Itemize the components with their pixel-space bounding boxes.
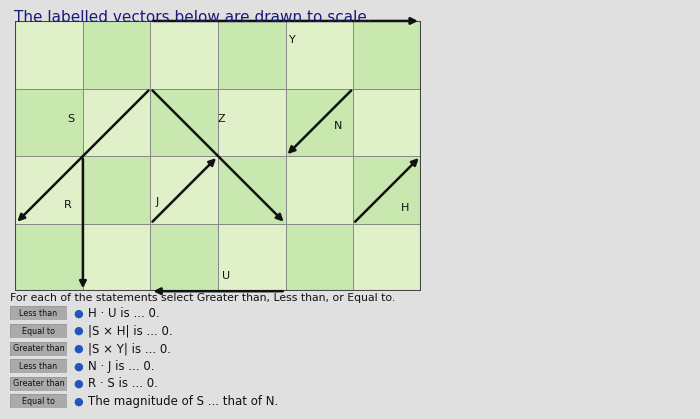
Text: U: U [222, 272, 230, 281]
Bar [15, 156, 83, 224]
Bar [15, 21, 83, 88]
Text: N: N [333, 121, 342, 131]
Bar [218, 21, 286, 88]
Bar [150, 156, 218, 224]
Bar [150, 88, 218, 156]
Text: Greater than: Greater than [13, 379, 64, 388]
Text: H · U is ... 0.: H · U is ... 0. [88, 307, 160, 320]
Bar [354, 224, 421, 291]
Text: J: J [155, 197, 159, 207]
Text: |S × H| is ... 0.: |S × H| is ... 0. [88, 324, 173, 338]
Text: S: S [67, 114, 74, 124]
Text: The labelled vectors below are drawn to scale.: The labelled vectors below are drawn to … [14, 10, 372, 26]
Text: Z: Z [218, 114, 225, 124]
Text: R · S is ... 0.: R · S is ... 0. [88, 377, 158, 391]
Bar [150, 21, 218, 88]
Text: Equal to: Equal to [22, 397, 55, 406]
Text: Less than: Less than [20, 362, 57, 371]
Bar [286, 88, 354, 156]
Bar [15, 224, 83, 291]
Text: N · J is ... 0.: N · J is ... 0. [88, 360, 155, 373]
Bar [218, 88, 286, 156]
Bar [286, 156, 354, 224]
Bar [286, 21, 354, 88]
Text: ●: ● [74, 326, 83, 336]
Text: H: H [401, 203, 410, 213]
Bar [150, 224, 218, 291]
Text: The magnitude of S ... that of N.: The magnitude of S ... that of N. [88, 395, 279, 408]
Text: Equal to: Equal to [22, 326, 55, 336]
Bar [83, 156, 150, 224]
Bar [354, 21, 421, 88]
Text: For each of the statements select Greater than, Less than, or Equal to.: For each of the statements select Greate… [10, 293, 395, 303]
Text: Y: Y [289, 35, 295, 45]
Text: R: R [64, 200, 71, 210]
Bar [15, 88, 83, 156]
Bar [218, 224, 286, 291]
Text: Greater than: Greater than [13, 344, 64, 353]
Text: ●: ● [74, 344, 83, 354]
Bar [286, 224, 354, 291]
Bar [218, 156, 286, 224]
Bar [83, 224, 150, 291]
Text: ●: ● [74, 308, 83, 318]
Text: |S × Y| is ... 0.: |S × Y| is ... 0. [88, 342, 172, 355]
Text: ●: ● [74, 379, 83, 389]
Text: Less than: Less than [20, 309, 57, 318]
Text: ●: ● [74, 396, 83, 406]
Bar [83, 21, 150, 88]
Bar [354, 88, 421, 156]
Text: ●: ● [74, 361, 83, 371]
Bar [354, 156, 421, 224]
Bar [83, 88, 150, 156]
